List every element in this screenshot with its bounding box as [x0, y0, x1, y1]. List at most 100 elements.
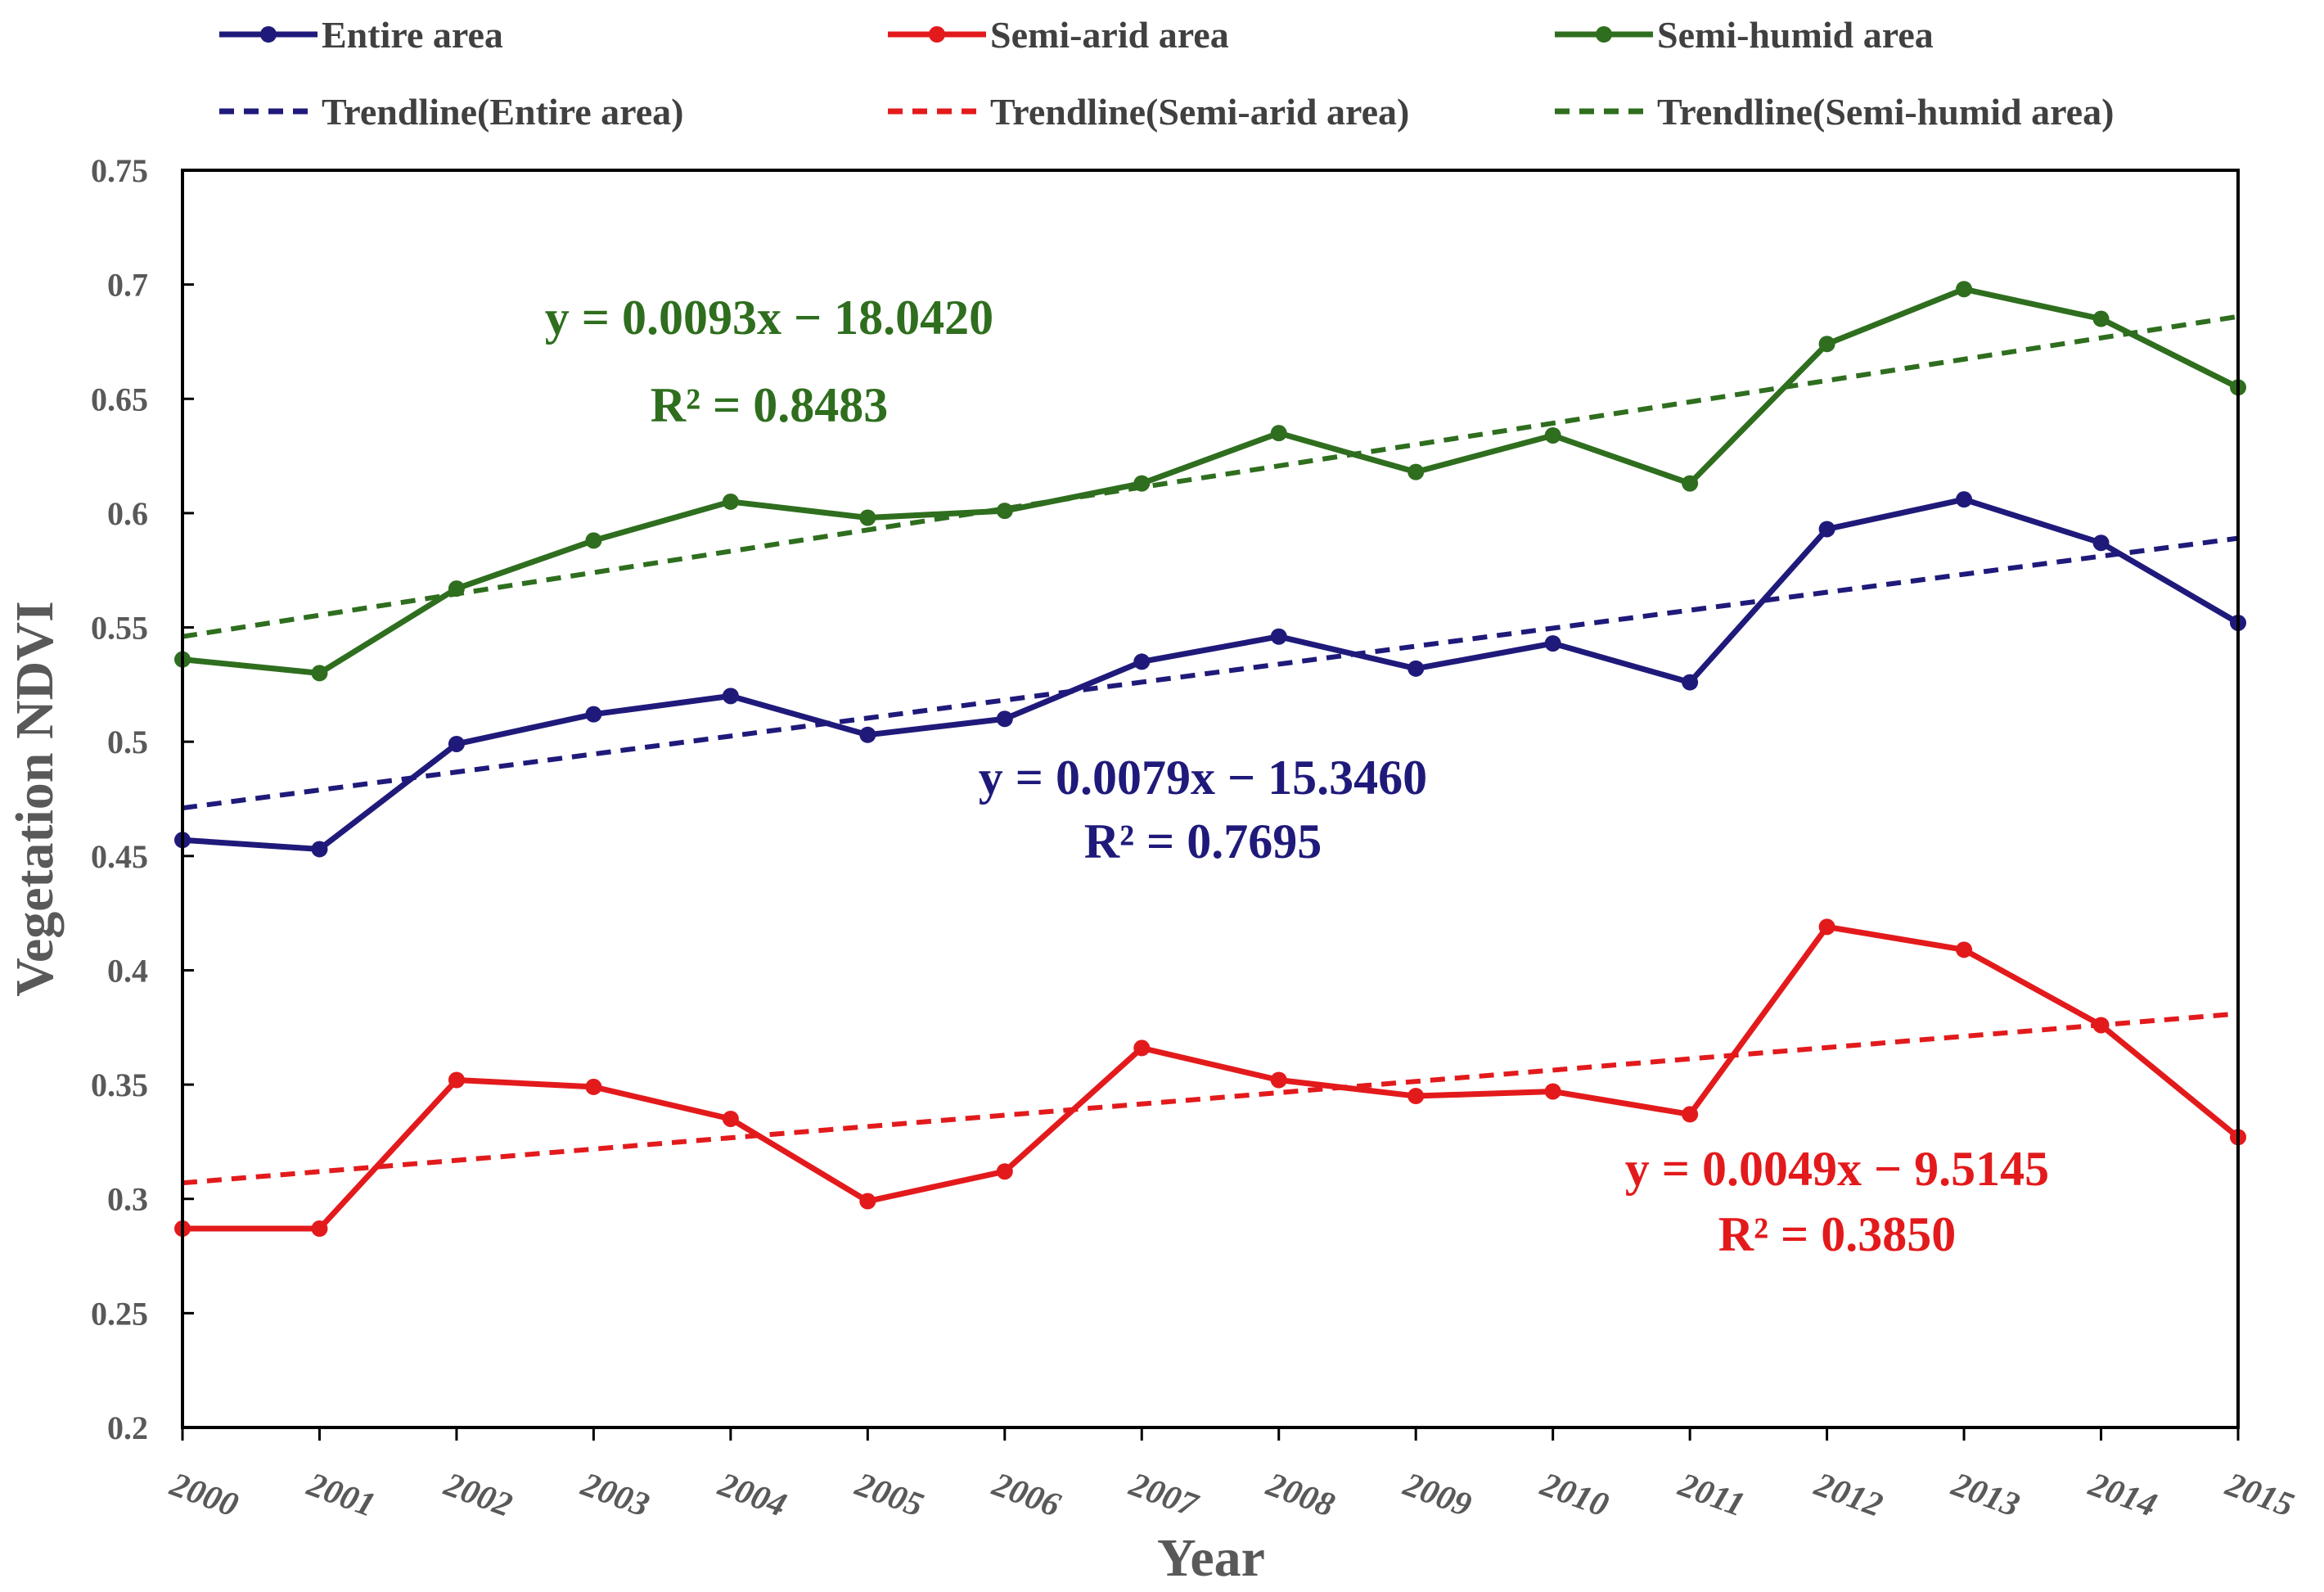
trendline-trendline-semi-humid-area: [182, 313, 2239, 639]
legend-label-entire-area: Entire area: [322, 14, 503, 56]
data-point-entire-area: [1682, 674, 1699, 691]
data-point-semi-arid-area: [859, 1193, 876, 1210]
legend: Entire area Semi-arid area Semi-humid area…: [219, 14, 2114, 133]
y-tick-label: 0.5: [107, 724, 148, 760]
x-tick-label: 2009: [1398, 1465, 1476, 1524]
equation-trendline-semi-arid-area: y = 0.0049x − 9.5145: [1625, 1142, 2049, 1196]
data-point-semi-arid-area: [585, 1078, 602, 1095]
x-tick-label: 2007: [1124, 1465, 1203, 1525]
trendline-trendline-entire-area: [182, 535, 2239, 811]
y-axis-ticks: 0.2 0.25 0.3 0.35 0.4 0.45 0.5 0.55 0.6 0.65 0.7 0.…: [91, 152, 194, 1446]
data-point-entire-area: [1956, 491, 1973, 508]
data-series: [174, 281, 2246, 1238]
data-point-semi-humid-area: [1270, 425, 1287, 442]
series-line-semi-humid-area: [179, 286, 2241, 676]
legend-label-trendline-semi-humid-area: Trendline(Semi-humid area): [1657, 91, 2114, 133]
data-point-semi-arid-area: [1682, 1106, 1699, 1123]
data-point-semi-humid-area: [1407, 463, 1425, 480]
legend-marker-semi-humid-area: [1596, 26, 1612, 43]
y-tick-label: 0.65: [91, 381, 148, 417]
x-tick-label: 2003: [576, 1465, 655, 1524]
data-point-entire-area: [2092, 534, 2110, 552]
data-point-semi-arid-area: [2092, 1017, 2110, 1034]
data-point-semi-arid-area: [996, 1163, 1013, 1180]
data-point-semi-arid-area: [722, 1110, 739, 1127]
y-tick-label: 0.35: [91, 1067, 148, 1103]
data-point-semi-humid-area: [722, 493, 739, 510]
data-point-entire-area: [585, 706, 602, 723]
data-point-semi-arid-area: [1956, 941, 1973, 958]
data-point-semi-arid-area: [1133, 1040, 1151, 1057]
x-tick-label: 2010: [1535, 1465, 1614, 1524]
data-point-semi-humid-area: [996, 503, 1013, 520]
data-point-semi-humid-area: [1682, 475, 1699, 492]
x-tick-label: 2014: [2083, 1465, 2162, 1524]
x-tick-label: 2004: [713, 1465, 791, 1524]
y-tick-label: 0.25: [91, 1295, 148, 1332]
legend-label-trendline-entire-area: Trendline(Entire area): [322, 91, 684, 133]
y-tick-label: 0.6: [107, 495, 148, 532]
data-point-semi-humid-area: [1133, 475, 1151, 492]
trend-equations: y = 0.0079x − 15.3460 R² = 0.7695 y = 0.00…: [545, 291, 2049, 1261]
trendline-trendline-semi-arid-area: [182, 1011, 2239, 1186]
x-tick-label: 2011: [1673, 1466, 1749, 1525]
legend-marker-entire-area: [260, 26, 277, 43]
data-point-entire-area: [1133, 653, 1151, 670]
data-point-entire-area: [311, 841, 328, 858]
y-axis-title: Vegetation NDVI: [5, 601, 65, 996]
x-tick-label: 2000: [164, 1465, 243, 1524]
x-tick-label: 2005: [850, 1465, 929, 1524]
data-point-semi-humid-area: [311, 665, 328, 682]
y-tick-label: 0.2: [107, 1409, 148, 1446]
x-tick-label: 2015: [2220, 1465, 2299, 1524]
x-axis-ticks: 2000 2001 2002 2003 2004 2005 2006 2007 2008 2009…: [164, 1427, 2299, 1525]
y-tick-label: 0.4: [107, 952, 148, 989]
data-point-entire-area: [996, 710, 1013, 728]
data-point-semi-humid-area: [2092, 310, 2110, 327]
data-point-semi-arid-area: [1407, 1088, 1425, 1105]
data-point-semi-arid-area: [1270, 1071, 1287, 1089]
x-tick-label: 2001: [302, 1465, 381, 1524]
series-line-entire-area: [179, 496, 2241, 852]
equation-trendline-semi-humid-area: y = 0.0093x − 18.0420: [545, 291, 993, 345]
data-point-semi-humid-area: [1818, 336, 1835, 353]
y-tick-label: 0.55: [91, 610, 148, 647]
y-tick-label: 0.3: [107, 1181, 148, 1218]
data-point-semi-humid-area: [859, 509, 876, 526]
data-point-semi-humid-area: [585, 532, 602, 549]
x-tick-label: 2008: [1261, 1465, 1340, 1524]
data-point-semi-humid-area: [448, 580, 465, 598]
data-point-entire-area: [1407, 660, 1425, 677]
data-point-semi-arid-area: [1818, 918, 1835, 936]
data-point-entire-area: [1818, 521, 1835, 538]
x-tick-label: 2006: [987, 1465, 1065, 1524]
data-point-entire-area: [859, 726, 876, 743]
data-point-semi-humid-area: [1544, 426, 1561, 444]
r-squared-trendline-semi-humid-area: R² = 0.8483: [651, 378, 889, 432]
data-point-entire-area: [1270, 628, 1287, 645]
data-point-entire-area: [722, 688, 739, 705]
data-point-semi-arid-area: [1544, 1083, 1561, 1100]
y-tick-label: 0.7: [107, 267, 148, 304]
data-point-semi-humid-area: [1956, 281, 1973, 298]
data-point-semi-arid-area: [311, 1220, 328, 1238]
x-axis-title: Year: [1157, 1528, 1265, 1588]
x-tick-label: 2012: [1809, 1465, 1888, 1524]
data-point-entire-area: [1544, 635, 1561, 652]
legend-label-semi-arid-area: Semi-arid area: [990, 14, 1229, 56]
x-tick-label: 2002: [439, 1465, 517, 1524]
y-tick-label: 0.45: [91, 838, 148, 875]
plot-area-frame: [181, 169, 2240, 1429]
equation-trendline-entire-area: y = 0.0079x − 15.3460: [979, 751, 1427, 805]
r-squared-trendline-semi-arid-area: R² = 0.3850: [1718, 1207, 1957, 1261]
y-tick-label: 0.75: [91, 152, 148, 189]
legend-label-semi-humid-area: Semi-humid area: [1657, 14, 1934, 56]
data-point-semi-arid-area: [448, 1071, 465, 1089]
x-tick-label: 2013: [1946, 1465, 2024, 1524]
r-squared-trendline-entire-area: R² = 0.7695: [1084, 814, 1322, 868]
legend-label-trendline-semi-arid-area: Trendline(Semi-arid area): [990, 91, 1409, 133]
series-line-semi-arid-area: [179, 923, 2241, 1232]
trendlines: [182, 313, 2239, 1186]
data-point-entire-area: [448, 735, 465, 752]
